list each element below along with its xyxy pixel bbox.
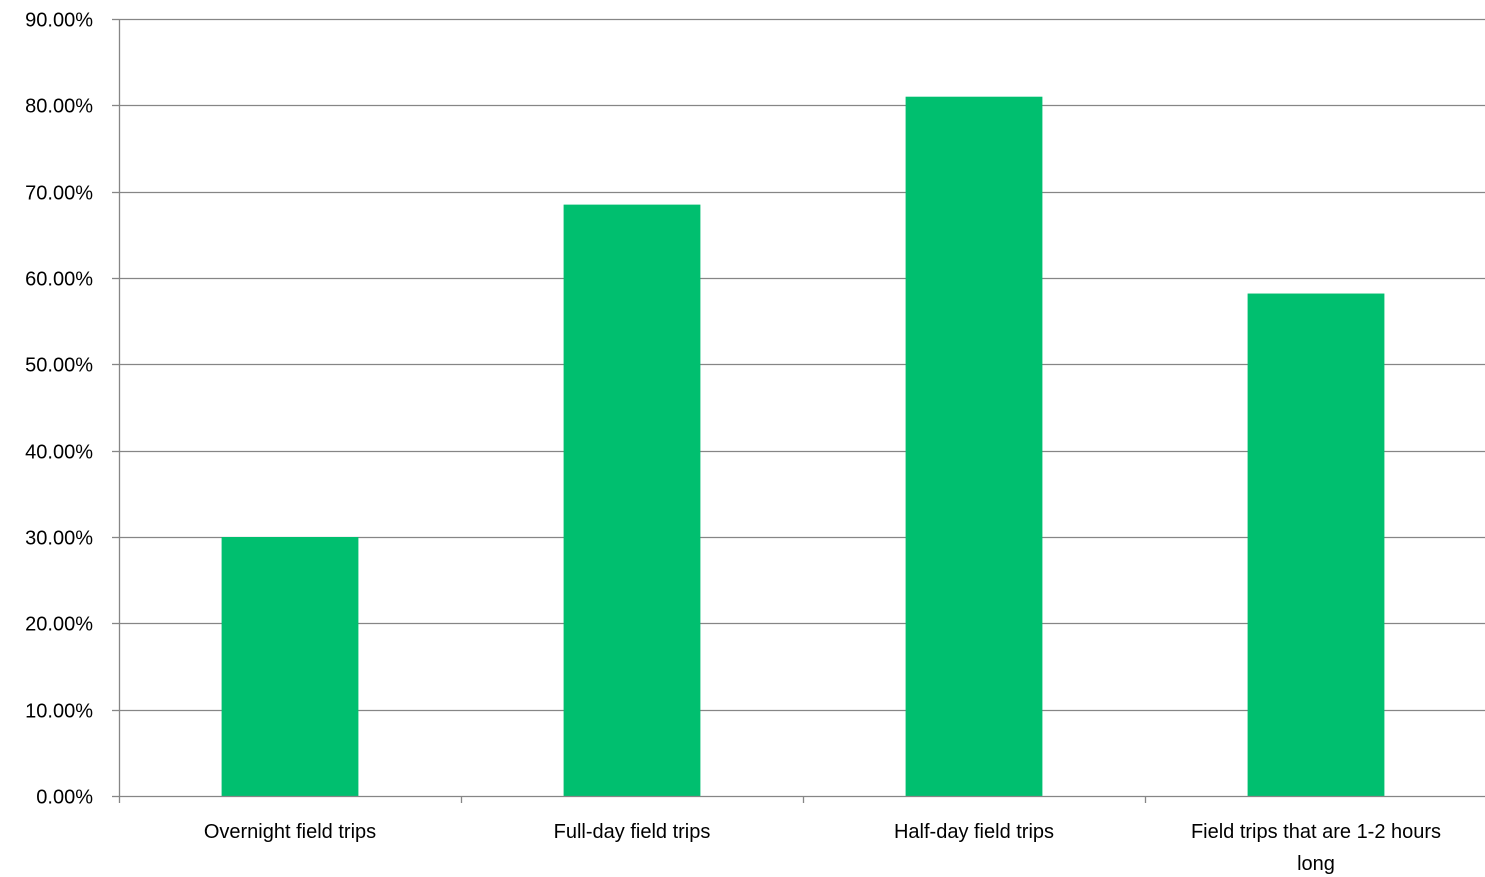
y-tick-labels: 0.00% 10.00% 20.00% 30.00% 40.00% 50.00% 60.00… bbox=[25, 10, 93, 809]
y-tick-label: 10.00% bbox=[25, 701, 93, 723]
bar bbox=[563, 204, 701, 796]
x-tick-label: Overnight field trips bbox=[204, 821, 376, 843]
x-tick-label: Half-day field trips bbox=[894, 821, 1054, 843]
y-tick-label: 0.00% bbox=[36, 787, 93, 809]
y-tick-label: 80.00% bbox=[25, 96, 93, 118]
y-tick-label: 70.00% bbox=[25, 183, 93, 205]
bars bbox=[221, 96, 1385, 796]
y-tick-label: 40.00% bbox=[25, 442, 93, 464]
y-tick-label: 60.00% bbox=[25, 269, 93, 291]
bar bbox=[905, 96, 1043, 796]
x-tick-label: Field trips that are 1-2 hours bbox=[1191, 821, 1441, 843]
y-tick-label: 20.00% bbox=[25, 614, 93, 636]
y-tick-label: 50.00% bbox=[25, 355, 93, 377]
axes bbox=[112, 18, 1485, 803]
y-tick-label: 30.00% bbox=[25, 528, 93, 550]
y-tick-label: 90.00% bbox=[25, 10, 93, 32]
bar bbox=[1247, 293, 1385, 796]
bar bbox=[221, 537, 359, 796]
x-tick-labels: Overnight field trips Full-day field trip… bbox=[204, 821, 1441, 875]
x-tick-label: Full-day field trips bbox=[554, 821, 711, 843]
x-tick-label: long bbox=[1297, 853, 1335, 875]
